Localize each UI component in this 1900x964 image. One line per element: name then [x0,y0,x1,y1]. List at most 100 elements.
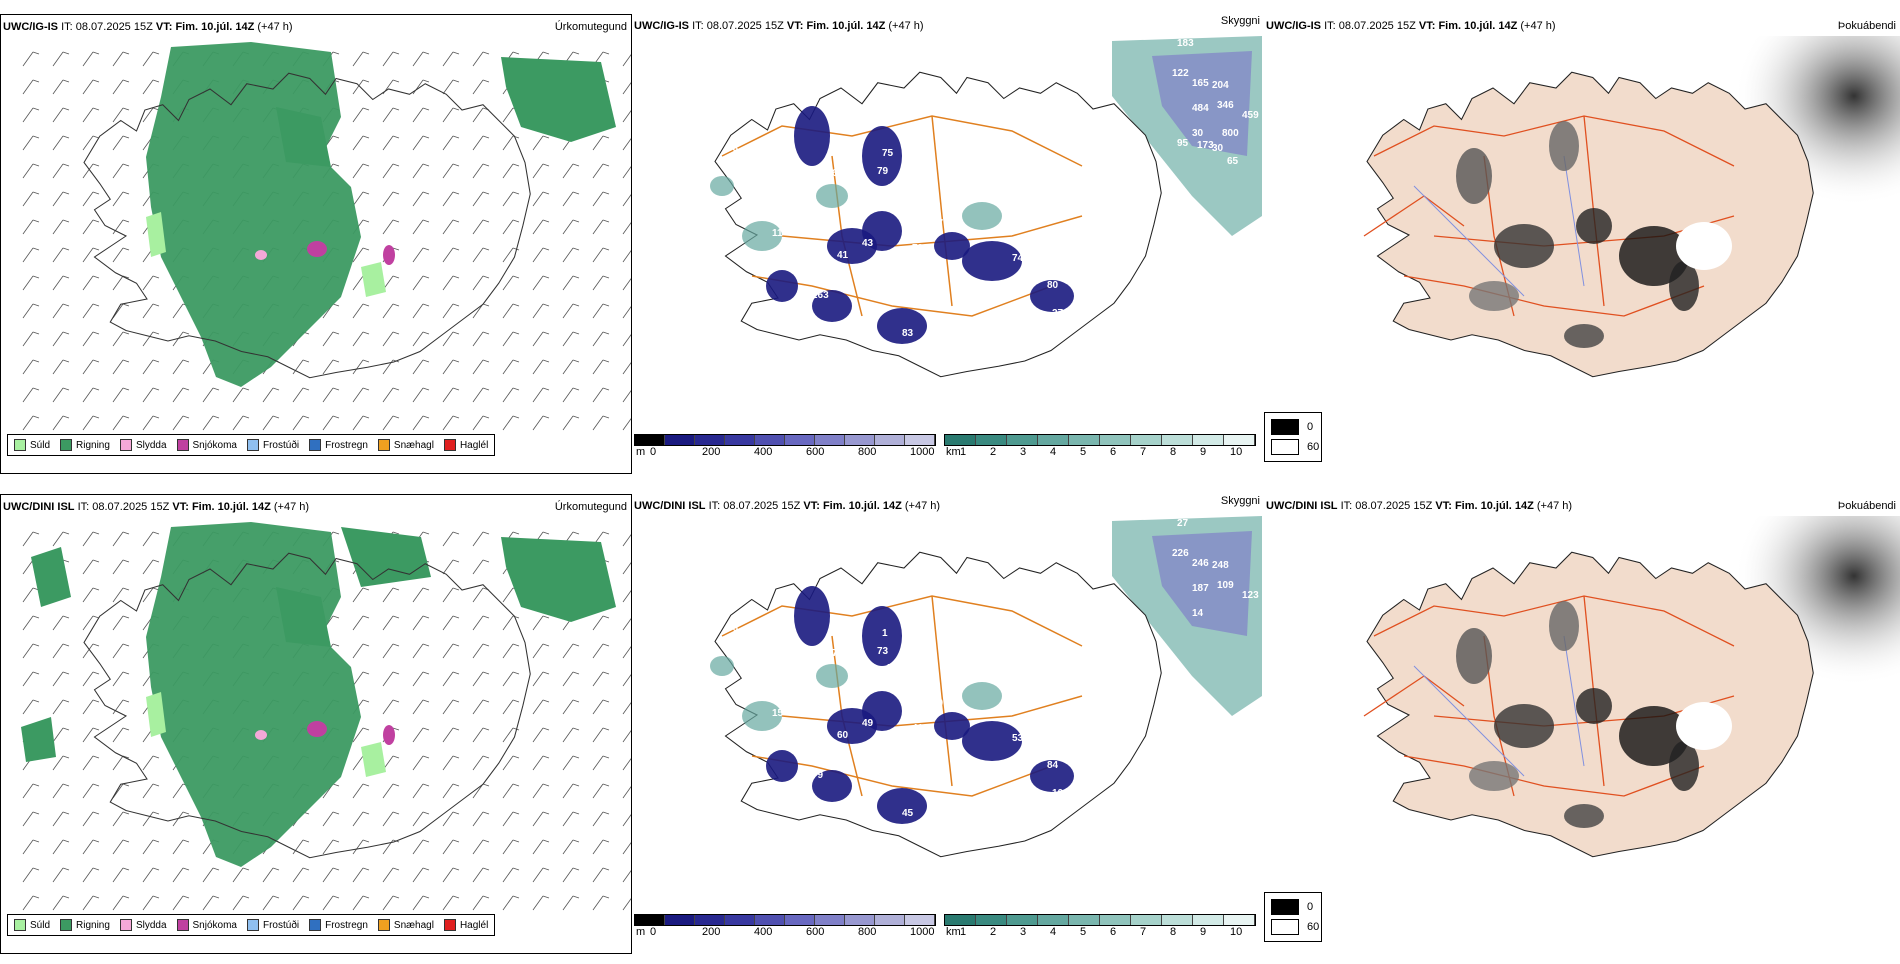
colorbar-segment [1162,435,1193,445]
colorbar-segment [695,915,725,925]
colorbar-segment [725,435,755,445]
ceiling-value-label: 57 [862,783,874,794]
colorbar-tick-label: 0 [650,926,657,938]
fog-legend-item: 0 [1271,899,1313,915]
stratus-value-label: 165 [1192,78,1209,89]
colorbar-segment [635,435,665,445]
ceiling-value-label: 7 [832,648,838,659]
ceiling-value-label: 65 [992,768,1004,779]
ceiling-value-label: 29 [762,213,774,224]
legend-swatch [60,439,73,451]
legend-swatch [309,919,322,931]
precip-legend: Súld Rigning Slydda Snjókoma Frostúði Frostre… [7,434,496,456]
panel-title: UWC/IG-IS IT: 08.07.2025 15Z VT: Fim. 10… [3,21,293,33]
colorbar-segment [1038,915,1069,925]
fog-legend-item: 0 [1271,419,1313,435]
precip-legend-item: Frostregn [309,439,368,451]
colorbar-tick-label: 0 [650,446,657,458]
fog-legend-swatch [1271,919,1299,935]
colorbar-tick-label: 4 [1050,926,1057,938]
legend-label: Súld [30,439,51,451]
panel-parameter: Þokuábendi [1837,500,1896,512]
colorbar-segment [875,435,905,445]
ceiling-value-label: 66 [762,633,774,644]
forecast-row-ig-is: UWC/IG-IS IT: 08.07.2025 15Z VT: Fim. 10… [0,14,1900,484]
stratus-value-label: 65 [1227,156,1239,167]
legend-label: Snæhagl [393,919,434,931]
colorbar-segment [875,915,905,925]
panel-title: UWC/DINI ISL IT: 08.07.2025 15Z VT: Fim.… [1266,500,1573,512]
legend-label: Haglél [459,919,489,931]
legend-label: Slydda [135,439,167,451]
ceiling-value-label: 47 [932,218,944,229]
ceiling-value-label: 100 [1052,788,1069,799]
colorbar-unit: km [946,446,961,458]
ceiling-value-label: 18 [872,678,884,689]
stratus-value-label: 187 [1192,583,1209,594]
colorbar-segment [785,915,815,925]
ceiling-value-label: 47 [907,826,919,837]
ceiling-value-label: 53 [1012,733,1024,744]
precip-legend-item: Frostúði [246,919,300,931]
ceiling-value-label: 15 [772,708,784,719]
panel-parameter: Úrkomutegund [554,501,627,513]
colorbar-tick-label: 6 [1110,926,1117,938]
colorbar-segment [1100,435,1131,445]
precip-legend-item: Súld [14,439,50,451]
panel-title: UWC/IG-IS IT: 08.07.2025 15Z VT: Fim. 10… [1266,20,1556,32]
precip-legend-item: Frostúði [246,439,300,451]
ceiling-value-label: 44 [792,708,804,719]
colorbar-segment [1069,435,1100,445]
colorbar-segment [905,915,935,925]
legend-label: Snjókoma [192,439,237,451]
colorbar-segment [1224,915,1255,925]
colorbar-tick-label: 400 [754,926,773,938]
panel-parameter: Skyggni [1220,15,1260,27]
stratus-value-label: 800 [1222,128,1239,139]
colorbar-tick-label: 1 [960,446,967,458]
panel-parameter: Úrkomutegund [554,21,627,33]
stratus-value-label: 27 [1177,518,1189,529]
colorbar-tick-label: 3 [1020,446,1027,458]
fog-legend-swatch [1271,419,1299,435]
colorbar-segment [905,435,935,445]
ceiling-value-label: 79 [992,288,1004,299]
colorbar-tick-label: 1000 [910,446,935,458]
colorbar-tick-label: 7 [1140,446,1147,458]
legend-label: Rigning [76,439,110,451]
colorbar-segment [755,435,785,445]
stratus-value-label: 123 [1242,590,1259,601]
legend-swatch [60,919,73,931]
stratus-value-label: 173 [1197,140,1214,151]
ceiling-value-label: 44 [902,844,914,855]
colorbar-unit: km [946,926,961,938]
stratus-value-label: 95 [1177,138,1189,149]
colorbar-segment [1069,915,1100,925]
legend-label: Frostúði [262,439,300,451]
ceiling-value-label: 24 [887,183,899,194]
precip-legend-item: Rigning [60,919,110,931]
ceiling-value-label: 73 [877,646,889,657]
precip-legend: Súld Rigning Slydda Snjókoma Frostúði Frostre… [7,914,496,936]
legend-label: Frostúði [262,919,300,931]
ceiling-value-label: 42 [862,303,874,314]
fog-panel: UWC/IG-IS IT: 08.07.2025 15Z VT: Fim. 10… [1264,14,1900,474]
ceiling-value-label: 83 [902,328,914,339]
legend-label: Snæhagl [393,439,434,451]
precip-legend-item: Haglél [443,919,489,931]
colorbar-segment [845,915,875,925]
cloud-colorbars: m 0 200 400 600 800 1000 km 1 2 3 4 5 6 7 8 9 10 [632,914,1264,948]
colorbar-segment [1193,915,1224,925]
fog-map [1363,36,1900,378]
fog-legend-item: 60 [1271,919,1319,935]
visibility-colorbar: km 1 2 3 4 5 6 7 8 9 10 [944,434,1256,468]
ceiling-value-label: 1 [882,628,888,639]
colorbar-segment [725,915,755,925]
colorbar-segment [1038,435,1069,445]
precip-legend-item: Snjókoma [176,439,237,451]
stratus-value-label: 122 [1172,68,1189,79]
ceiling-value-label: 43 [862,238,874,249]
precip-legend-item: Rigning [60,439,110,451]
legend-swatch [443,919,456,931]
